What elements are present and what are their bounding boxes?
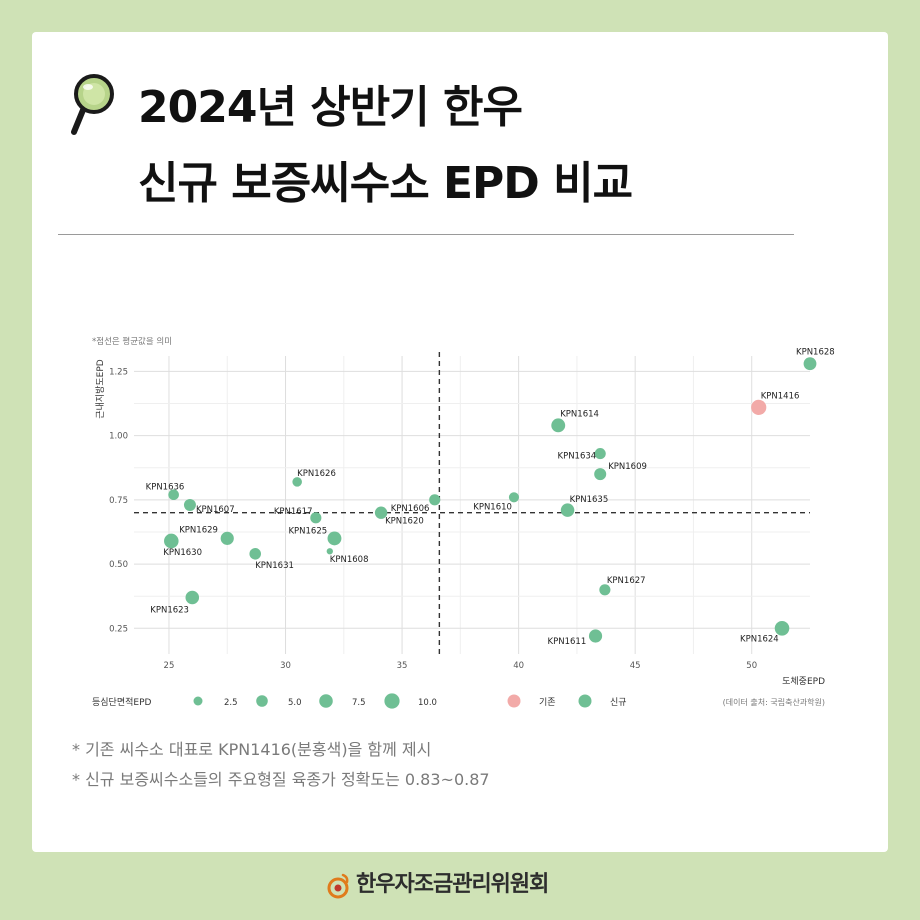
size-legend-title: 등심단면적EPD [92,696,152,708]
source-note: (데이터 출처: 국립축산과학원) [723,697,825,707]
point-label-kpn1630: KPN1630 [163,548,202,558]
x-tick-label: 30 [280,661,291,671]
size-legend-marker [256,695,268,707]
point-label-kpn1628: KPN1628 [796,348,835,358]
size-legend-marker [319,694,333,708]
data-point-kpn1606 [429,494,441,506]
x-tick-label: 40 [513,661,524,671]
size-legend: 등심단면적EPD 2.5 5.0 7.5 10.0 [92,693,437,709]
magnifier-icon [71,74,114,135]
data-point-kpn1610 [508,492,520,503]
data-point-kpn1626 [292,477,302,487]
point-label-kpn1609: KPN1609 [608,462,647,472]
size-legend-marker [384,693,400,709]
point-label-kpn1625: KPN1625 [288,526,327,536]
point-label-kpn1636: KPN1636 [146,483,185,493]
note-existing: * 기존 씨수소 대표로 KPN1416(분홍색)을 함께 제시 [72,740,432,759]
point-label-kpn1610: KPN1610 [473,502,512,512]
data-point-kpn1635 [560,503,575,517]
y-tick-label: 0.25 [109,624,128,634]
point-label-kpn1631: KPN1631 [255,561,294,571]
chart-caption: *점선은 평균값을 의미 [92,336,172,347]
point-label-kpn1627: KPN1627 [607,576,646,586]
hanwoo-logo-icon [327,873,349,899]
group-legend-marker-existing [507,694,521,708]
data-point-kpn1611 [588,629,603,643]
data-point-kpn1625 [327,531,342,546]
data-point-kpn1607 [183,499,196,511]
point-label-kpn1607: KPN1607 [196,505,235,515]
size-legend-marker [193,696,203,706]
x-tick-labels: 25 30 35 40 45 50 [164,661,758,671]
data-point-kpn1631 [249,548,261,560]
point-labels: KPN1628 KPN1416 KPN1614 KPN1634 KPN1609 KPN16… [146,348,835,647]
y-tick-label: 0.75 [109,496,128,506]
size-legend-label: 7.5 [352,698,366,708]
point-label-kpn1626: KPN1626 [297,469,336,479]
data-point-kpn1634 [594,448,606,460]
point-label-kpn1617: KPN1617 [274,507,313,517]
data-point-kpn1620 [374,506,388,519]
title-line-2: 신규 보증씨수소 EPD 비교 [138,158,633,209]
y-tick-label: 1.00 [109,432,128,442]
point-label-kpn1614: KPN1614 [560,409,599,419]
x-tick-label: 45 [630,661,641,671]
y-axis-label: 근내지방도EPD [95,359,106,419]
point-label-kpn1634: KPN1634 [558,452,597,462]
point-label-kpn1624: KPN1624 [740,634,779,644]
data-point-kpn1614 [551,418,566,433]
group-legend-label-new: 신규 [610,697,627,708]
title-line-1: 2024년 상반기 한우 [138,82,523,133]
y-tick-labels: 0.25 0.50 0.75 1.00 1.25 [109,367,128,634]
grid [134,356,810,654]
point-label-kpn1623: KPN1623 [150,605,189,615]
note-accuracy: * 신규 보증씨수소들의 주요형질 육종가 정확도는 0.83~0.87 [72,770,490,789]
size-legend-label: 2.5 [224,698,238,708]
size-legend-label: 5.0 [288,698,302,708]
data-point-kpn1630 [164,533,179,549]
point-label-kpn1635: KPN1635 [570,495,609,505]
x-tick-label: 25 [164,661,175,671]
footer-organization: 한우자조금관리위원회 [356,872,549,897]
point-label-kpn1416: KPN1416 [761,391,800,401]
scatter-chart: *점선은 평균값을 의미 KPN1628 KPN1416 KPN1614 KPN163… [92,336,835,709]
y-tick-label: 0.50 [109,560,128,570]
data-point-kpn1636 [168,489,179,501]
x-tick-label: 35 [397,661,408,671]
point-label-kpn1606: KPN1606 [391,504,430,514]
mean-lines [134,352,810,654]
data-point-kpn1623 [185,590,200,605]
data-points [164,357,817,643]
point-label-kpn1611: KPN1611 [548,637,587,647]
data-point-kpn1624 [774,621,790,636]
group-legend-marker-new [578,694,592,708]
point-label-kpn1608: KPN1608 [330,555,369,565]
size-legend-label: 10.0 [418,698,437,708]
title-divider [58,234,794,235]
data-point-kpn1416 [751,399,767,415]
y-tick-label: 1.25 [109,367,128,377]
data-point-kpn1629 [220,531,234,545]
data-point-kpn1627 [599,584,611,596]
point-label-kpn1629: KPN1629 [179,525,218,535]
x-tick-label: 50 [746,661,757,671]
data-point-kpn1617 [310,512,322,524]
plot-area: KPN1628 KPN1416 KPN1614 KPN1634 KPN1609 KPN16… [109,348,835,671]
group-legend: 기존 신규 [507,694,627,708]
data-point-kpn1609 [594,468,607,481]
data-point-kpn1608 [326,548,333,555]
group-legend-label-existing: 기존 [539,697,556,708]
point-label-kpn1620: KPN1620 [385,517,424,527]
data-point-kpn1628 [803,357,817,371]
x-axis-label: 도체중EPD [782,676,825,687]
page-title: 2024년 상반기 한우 신규 보증씨수소 EPD 비교 [138,70,633,222]
